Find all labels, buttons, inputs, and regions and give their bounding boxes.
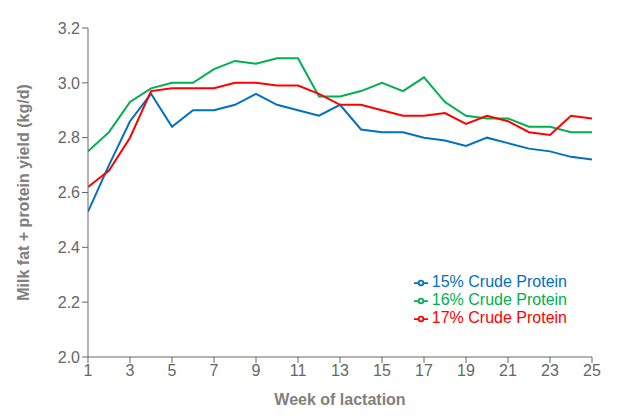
svg-text:9: 9: [252, 362, 261, 379]
svg-text:5: 5: [168, 362, 177, 379]
svg-text:23: 23: [541, 362, 559, 379]
html-text:16% Crude Protein: 16% Crude Protein: [431, 291, 567, 308]
svg-text:2.0: 2.0: [58, 349, 80, 366]
html-text:17% Crude Protein: 17% Crude Protein: [431, 309, 567, 326]
svg-text:11: 11: [290, 362, 307, 379]
svg-text:15: 15: [373, 362, 391, 379]
svg-text:17: 17: [415, 362, 433, 379]
svg-text:Milk fat + protein yield (kg/d: Milk fat + protein yield (kg/d): [15, 84, 32, 300]
svg-text:1: 1: [84, 362, 93, 379]
svg-text:2.2: 2.2: [58, 294, 80, 311]
svg-text:3: 3: [126, 362, 135, 379]
html-text:15% Crude Protein: 15% Crude Protein: [431, 273, 567, 290]
svg-text:2.6: 2.6: [58, 184, 80, 201]
svg-text:3.0: 3.0: [58, 75, 80, 92]
svg-text:2.8: 2.8: [58, 129, 80, 146]
svg-text:19: 19: [457, 362, 475, 379]
svg-text:25: 25: [583, 362, 601, 379]
svg-text:Week of lactation: Week of lactation: [274, 391, 405, 408]
svg-text:3.2: 3.2: [58, 20, 80, 37]
svg-text:21: 21: [499, 362, 517, 379]
svg-text:2.4: 2.4: [58, 239, 80, 256]
svg-text:7: 7: [210, 362, 219, 379]
svg-text:13: 13: [331, 362, 349, 379]
